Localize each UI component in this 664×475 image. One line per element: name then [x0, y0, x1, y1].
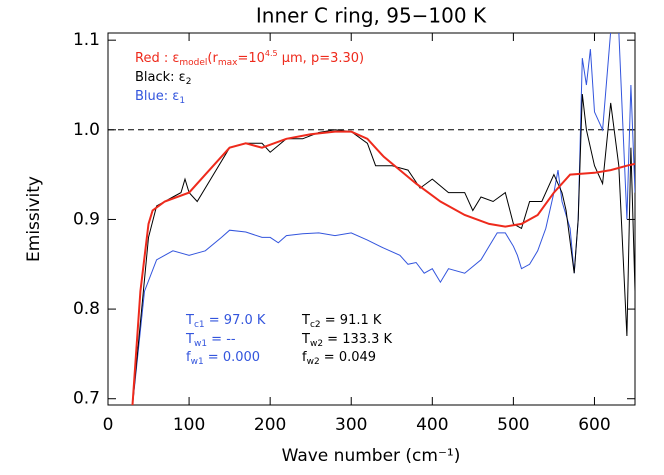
- annotation-text: T: [185, 313, 194, 328]
- annotation-text: 4.5: [265, 49, 278, 58]
- x-tick-label: 600: [578, 415, 610, 435]
- annotation-text: model: [179, 58, 207, 68]
- annotation-text: Black: ε: [135, 70, 186, 85]
- annotation-text: max: [218, 58, 238, 68]
- annotation: fw2 = 0.049: [302, 350, 376, 367]
- annotation-text: f: [186, 350, 191, 365]
- annotation-text: = 91.1 K: [321, 313, 382, 328]
- x-tick-label: 0: [103, 415, 114, 435]
- annotation: Tw1 = --: [185, 332, 236, 349]
- annotation-text: (r: [207, 51, 218, 66]
- annotation: Tc2 = 91.1 K: [301, 313, 382, 330]
- annotation-text: w2: [310, 339, 323, 349]
- annotation-text: T: [301, 313, 310, 328]
- legend-entry: Black: ε2: [135, 70, 191, 87]
- annotation-text: = 97.0 K: [205, 313, 266, 328]
- annotation-text: μm, p=3.30): [278, 51, 365, 66]
- annotation-text: =10: [237, 51, 264, 66]
- annotation-text: c1: [194, 320, 205, 330]
- annotation: Tw2 = 133.3 K: [301, 332, 393, 349]
- annotation-text: c2: [310, 320, 321, 330]
- annotation-text: = 133.3 K: [323, 332, 393, 347]
- chart-title: Inner C ring, 95−100 K: [256, 4, 487, 28]
- y-tick-label: 1.0: [73, 120, 100, 140]
- plot-area: [131, 33, 635, 405]
- legend-entry: Blue: ε1: [135, 89, 185, 106]
- annotation: fw1 = 0.000: [186, 350, 260, 367]
- annotation-text: = 0.000: [204, 350, 260, 365]
- annotation-text: Red : ε: [135, 51, 179, 66]
- series-line: [131, 130, 635, 405]
- x-tick-label: 500: [497, 415, 529, 435]
- annotation-text: Blue: ε: [135, 89, 179, 104]
- x-tick-label: 200: [254, 415, 286, 435]
- annotation-text: 1: [179, 96, 185, 106]
- series-line: [132, 33, 635, 405]
- annotation-text: = 0.049: [320, 350, 376, 365]
- annotation-text: T: [301, 332, 310, 347]
- y-tick-label: 0.7: [73, 389, 100, 409]
- annotation-text: w1: [191, 357, 204, 367]
- y-axis-label: Emissivity: [24, 176, 44, 262]
- annotation: Tc1 = 97.0 K: [185, 313, 266, 330]
- annotation-text: 2: [186, 77, 192, 87]
- x-tick-label: 400: [416, 415, 448, 435]
- x-tick-label: 300: [335, 415, 367, 435]
- series-line: [132, 93, 635, 405]
- y-tick-label: 0.9: [73, 209, 100, 229]
- annotation-text: = --: [207, 332, 236, 347]
- annotation-text: T: [185, 332, 194, 347]
- annotation-text: w1: [194, 339, 207, 349]
- x-tick-label: 100: [173, 415, 205, 435]
- y-tick-label: 1.1: [73, 30, 100, 50]
- legend-entry: Red : εmodel(rmax=104.5 μm, p=3.30): [135, 49, 364, 68]
- x-axis-label: Wave number (cm⁻¹): [282, 446, 461, 466]
- annotation-text: f: [302, 350, 307, 365]
- y-tick-label: 0.8: [73, 299, 100, 319]
- annotation-text: w2: [307, 357, 320, 367]
